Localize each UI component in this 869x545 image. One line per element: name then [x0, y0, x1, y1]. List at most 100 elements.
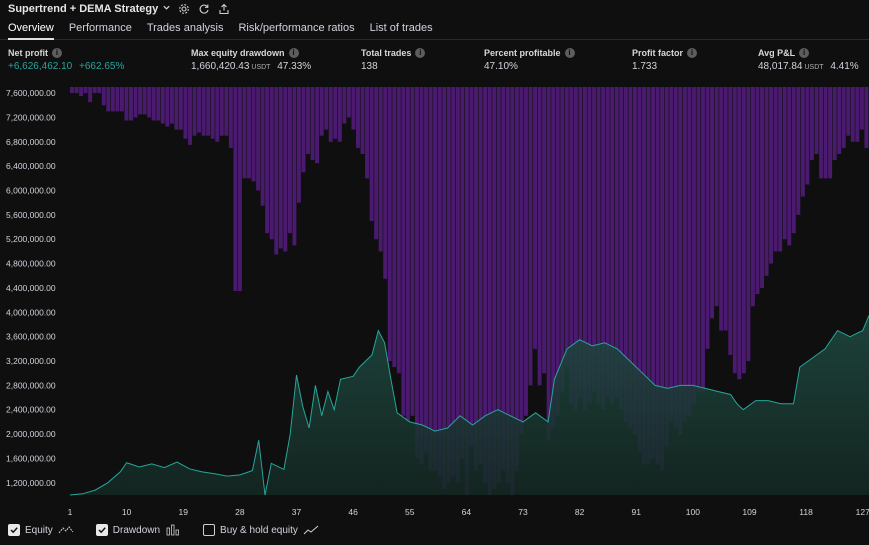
drawdown-bar [805, 87, 810, 185]
drawdown-bar [401, 87, 406, 416]
drawdown-bar [124, 87, 129, 121]
legend-equity[interactable]: Equity [8, 524, 74, 536]
drawdown-bar [564, 87, 569, 368]
tab-risk-performance-ratios[interactable]: Risk/performance ratios [238, 22, 355, 34]
info-icon[interactable]: i [687, 48, 698, 58]
drawdown-bar [160, 87, 165, 124]
drawdown-bar [310, 87, 315, 161]
equity-checkbox[interactable] [8, 524, 20, 536]
drawdown-bar [183, 87, 188, 139]
drawdown-bar [337, 87, 342, 142]
stat-label: Total trades [361, 48, 412, 58]
tab-performance[interactable]: Performance [68, 22, 132, 34]
drawdown-bar [750, 87, 755, 307]
x-tick-label: 118 [799, 507, 813, 517]
drawdown-bar [301, 87, 306, 173]
drawdown-bar [210, 87, 215, 139]
info-icon[interactable]: i [288, 48, 299, 58]
drawdown-bar [242, 87, 247, 179]
drawdown-bar [188, 87, 192, 145]
reload-icon[interactable] [197, 2, 211, 16]
drawdown-bar [319, 87, 324, 136]
drawdown-bar [70, 87, 74, 94]
equity-chart[interactable]: 7,600,000.00 7,200,000.00 6,800,000.00 6,40… [0, 80, 869, 520]
drawdown-bar [828, 87, 833, 179]
drawdown-bar [723, 87, 728, 331]
drawdown-bar [628, 87, 633, 429]
info-icon[interactable]: i [799, 48, 810, 58]
stats-row: Net profit i +6,626,462.10 +662.65% Max e… [0, 48, 869, 78]
strategy-title[interactable]: Supertrend + DEMA Strategy [8, 2, 159, 15]
drawdown-bar [378, 87, 383, 252]
info-icon[interactable]: i [415, 48, 426, 58]
x-tick-label: 127 [856, 507, 869, 517]
drawdown-bar [796, 87, 801, 215]
stat-label: Max equity drawdown [191, 48, 285, 58]
drawdown-bar [455, 87, 460, 483]
drawdown-bar [296, 87, 301, 203]
y-tick-label: 3,200,000.00 [6, 356, 56, 366]
drawdown-bar [691, 87, 696, 404]
stat-avg-pnl: Avg P&L i 48,017.84 USDT 4.41% [758, 48, 859, 72]
drawdown-bar [138, 87, 143, 115]
drawdown-bar [605, 87, 610, 398]
info-icon[interactable]: i [52, 48, 62, 58]
drawdown-bar [841, 87, 846, 148]
drawdown-bar [256, 87, 261, 191]
drawdown-checkbox[interactable] [95, 524, 108, 536]
stat-label: Percent profitable [484, 48, 561, 58]
drawdown-bar [346, 87, 351, 118]
x-tick-label: 46 [348, 507, 358, 517]
drawdown-bar [178, 87, 183, 130]
drawdown-bar [687, 87, 692, 416]
y-tick-label: 1,600,000.00 [6, 453, 56, 463]
drawdown-bar [701, 87, 705, 392]
drawdown-bar [787, 87, 792, 246]
y-tick-label: 6,800,000.00 [6, 137, 56, 147]
x-tick-label: 55 [405, 507, 415, 517]
info-icon[interactable]: i [564, 48, 575, 58]
tab-overview[interactable]: Overview [8, 18, 54, 40]
y-tick-label: 6,400,000.00 [6, 161, 56, 171]
chevron-down-icon[interactable] [162, 3, 171, 14]
settings-gear-icon[interactable] [177, 2, 191, 16]
drawdown-bar [728, 87, 733, 355]
drawdown-bar [342, 87, 347, 124]
buy-hold-checkbox[interactable] [203, 524, 216, 536]
equity-chart-svg[interactable]: 7,600,000.00 7,200,000.00 6,800,000.00 6,40… [0, 80, 869, 520]
drawdown-bar [487, 87, 492, 495]
drawdown-bar [215, 87, 220, 142]
y-tick-label: 3,600,000.00 [6, 332, 56, 342]
drawdown-bar [260, 87, 265, 206]
drawdown-bar [732, 87, 737, 374]
stat-percent: +662.65% [79, 61, 125, 72]
drawdown-bar [383, 87, 388, 279]
stat-value: 138 [361, 61, 378, 72]
tab-trades-analysis[interactable]: Trades analysis [146, 22, 224, 34]
drawdown-bar [324, 87, 329, 130]
x-tick-label: 91 [631, 507, 641, 517]
drawdown-bar [837, 87, 842, 154]
stat-value: 47.10% [484, 61, 518, 72]
drawdown-bar [206, 87, 211, 136]
x-tick-label: 82 [575, 507, 585, 517]
drawdown-bar [228, 87, 233, 148]
drawdown-bar [510, 87, 515, 495]
drawdown-bar [247, 87, 251, 179]
drawdown-bar [442, 87, 447, 489]
stat-value: 48,017.84 [758, 61, 803, 72]
drawdown-bar [651, 87, 656, 459]
legend-buy-hold[interactable]: Buy & hold equity [203, 524, 319, 536]
y-tick-label: 4,000,000.00 [6, 307, 56, 317]
drawdown-bar [505, 87, 510, 483]
tab-list-of-trades[interactable]: List of trades [369, 22, 433, 34]
drawdown-bar [396, 87, 401, 374]
drawdown-bar [760, 87, 764, 288]
drawdown-bar [542, 87, 547, 374]
drawdown-bar [809, 87, 814, 161]
export-icon[interactable] [217, 2, 231, 16]
legend-drawdown[interactable]: Drawdown [95, 524, 181, 536]
y-tick-label: 4,800,000.00 [6, 259, 56, 269]
equity-line [69, 315, 869, 496]
drawdown-bar [328, 87, 333, 142]
